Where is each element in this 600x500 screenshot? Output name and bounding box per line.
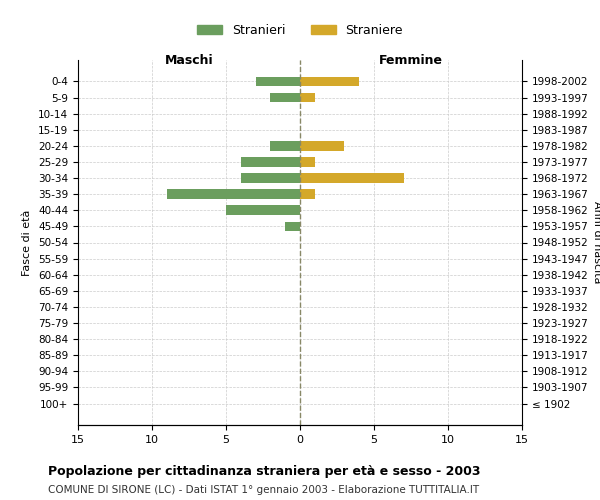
Bar <box>271 141 300 150</box>
Bar <box>285 222 300 231</box>
Bar <box>300 190 315 199</box>
Text: COMUNE DI SIRONE (LC) - Dati ISTAT 1° gennaio 2003 - Elaborazione TUTTITALIA.IT: COMUNE DI SIRONE (LC) - Dati ISTAT 1° ge… <box>48 485 479 495</box>
Bar <box>300 173 404 183</box>
Bar <box>241 173 300 183</box>
Bar <box>241 157 300 167</box>
Bar <box>226 206 300 215</box>
Bar <box>300 141 344 150</box>
Bar <box>300 92 315 102</box>
Text: Popolazione per cittadinanza straniera per età e sesso - 2003: Popolazione per cittadinanza straniera p… <box>48 465 481 478</box>
Text: Femmine: Femmine <box>379 54 443 67</box>
Bar <box>300 157 315 167</box>
Bar <box>167 190 300 199</box>
Y-axis label: Fasce di età: Fasce di età <box>22 210 32 276</box>
Bar <box>256 76 300 86</box>
Y-axis label: Anni di nascita: Anni di nascita <box>592 201 600 284</box>
Text: Maschi: Maschi <box>164 54 214 67</box>
Bar <box>271 92 300 102</box>
Bar <box>300 76 359 86</box>
Legend: Stranieri, Straniere: Stranieri, Straniere <box>192 19 408 42</box>
